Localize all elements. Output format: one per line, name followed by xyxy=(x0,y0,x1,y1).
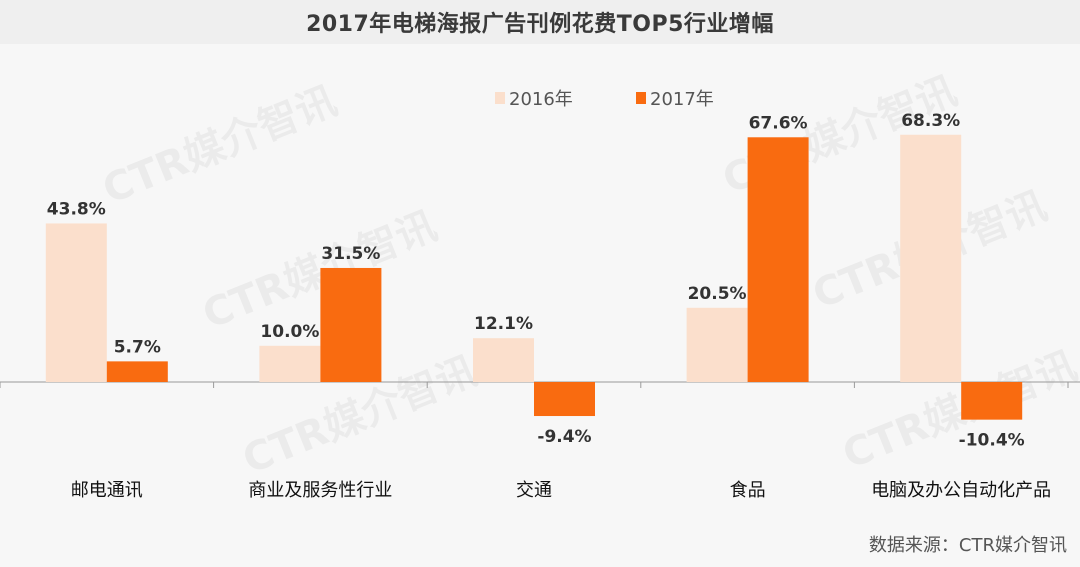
bar-2017 xyxy=(106,361,168,382)
bar-chart: CTR媒介智讯CTR媒介智讯CTR媒介智讯CTR媒介智讯CTR媒介智讯CTR媒介… xyxy=(0,68,1080,556)
legend-label-2016: 2016年 xyxy=(509,89,573,110)
chart-title-bar: 2017年电梯海报广告刊例花费TOP5行业增幅 xyxy=(0,0,1080,44)
data-label: -9.4% xyxy=(537,427,591,447)
category-label: 邮电通讯 xyxy=(71,480,143,501)
category-label: 交通 xyxy=(516,480,552,501)
data-label: 67.6% xyxy=(749,113,808,133)
bar-2016 xyxy=(900,134,962,382)
chart-area: CTR媒介智讯CTR媒介智讯CTR媒介智讯CTR媒介智讯CTR媒介智讯CTR媒介… xyxy=(0,44,1080,567)
data-source-note: 数据来源：CTR媒介智讯 xyxy=(869,535,1067,556)
data-label: 10.0% xyxy=(260,322,319,342)
watermark-text: CTR媒介智讯 xyxy=(97,78,344,213)
data-label: 31.5% xyxy=(321,244,380,264)
data-label: 20.5% xyxy=(688,284,747,304)
bar-2016 xyxy=(259,345,321,382)
data-label: 68.3% xyxy=(901,111,960,131)
bar-2016 xyxy=(686,307,748,382)
bar-2016 xyxy=(45,223,107,382)
data-label: 12.1% xyxy=(474,314,533,334)
chart-title: 2017年电梯海报广告刊例花费TOP5行业增幅 xyxy=(306,12,774,37)
data-label: 5.7% xyxy=(114,337,161,357)
legend-swatch-2017 xyxy=(636,92,646,104)
watermark-text: CTR媒介智讯 xyxy=(197,203,444,338)
data-label: -10.4% xyxy=(959,431,1025,451)
data-label: 43.8% xyxy=(47,199,106,219)
category-label: 商业及服务性行业 xyxy=(248,480,392,501)
bar-2016 xyxy=(473,338,534,382)
category-label: 食品 xyxy=(730,480,766,501)
bar-2017 xyxy=(961,382,1023,420)
category-label: 电脑及办公自动化产品 xyxy=(871,480,1051,501)
bar-2017 xyxy=(747,137,809,382)
legend-label-2017: 2017年 xyxy=(650,89,714,110)
bar-2017 xyxy=(320,267,382,382)
bar-2017 xyxy=(534,382,595,417)
legend-swatch-2016 xyxy=(495,92,505,104)
